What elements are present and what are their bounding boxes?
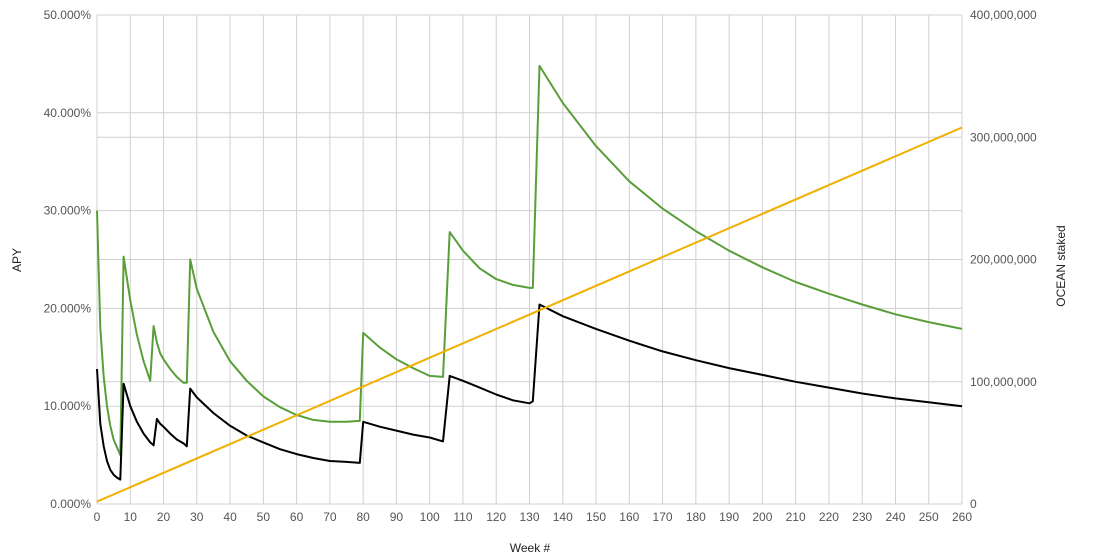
x-tick-label: 20 — [157, 510, 171, 524]
x-tick-label: 100 — [420, 510, 440, 524]
series-line-0 — [96, 64, 963, 457]
x-tick-label: 250 — [919, 510, 939, 524]
x-tick-label: 180 — [686, 510, 706, 524]
y-right-tick-label: 200,000,000 — [970, 253, 1037, 267]
x-axis-title: Week # — [510, 541, 551, 555]
tick-labels: 0 10 20 30 40 50 60 70 80 90 100 110 120 130 140 150 160… — [44, 8, 1037, 524]
x-tick-label: 160 — [619, 510, 639, 524]
x-tick-label: 170 — [653, 510, 673, 524]
y-right-tick-label: 400,000,000 — [970, 8, 1037, 22]
x-tick-label: 10 — [124, 510, 138, 524]
y-left-tick-label: 20.000% — [44, 301, 92, 315]
x-tick-label: 200 — [752, 510, 772, 524]
x-tick-label: 240 — [885, 510, 905, 524]
grid — [96, 14, 963, 505]
y-left-tick-label: 10.000% — [44, 399, 92, 413]
x-tick-label: 120 — [486, 510, 506, 524]
y-right-tick-label: 100,000,000 — [970, 375, 1037, 389]
x-tick-label: 130 — [519, 510, 539, 524]
y-left-tick-label: 30.000% — [44, 204, 92, 218]
y-axis-left-title: APY — [10, 248, 24, 272]
y-right-tick-label: 0 — [970, 497, 977, 511]
x-tick-label: 140 — [553, 510, 573, 524]
x-tick-label: 190 — [719, 510, 739, 524]
x-tick-label: 0 — [94, 510, 101, 524]
series-lines — [96, 64, 963, 503]
y-left-tick-label: 50.000% — [44, 8, 92, 22]
y-axis-right-title: OCEAN staked — [1054, 225, 1068, 306]
x-tick-label: 220 — [819, 510, 839, 524]
x-tick-label: 260 — [952, 510, 972, 524]
x-tick-label: 30 — [190, 510, 204, 524]
x-tick-label: 230 — [852, 510, 872, 524]
x-tick-label: 110 — [453, 510, 472, 524]
x-tick-label: 70 — [323, 510, 337, 524]
x-tick-label: 40 — [223, 510, 237, 524]
y-left-tick-label: 40.000% — [44, 106, 92, 120]
y-left-tick-label: 0.000% — [50, 497, 91, 511]
series-line-1 — [96, 303, 963, 481]
series-line-2 — [96, 126, 963, 503]
x-tick-label: 50 — [257, 510, 271, 524]
y-right-tick-label: 300,000,000 — [970, 130, 1037, 144]
x-tick-label: 90 — [390, 510, 404, 524]
x-tick-label: 60 — [290, 510, 304, 524]
x-tick-label: 210 — [786, 510, 806, 524]
x-tick-label: 80 — [356, 510, 370, 524]
x-tick-label: 150 — [586, 510, 606, 524]
